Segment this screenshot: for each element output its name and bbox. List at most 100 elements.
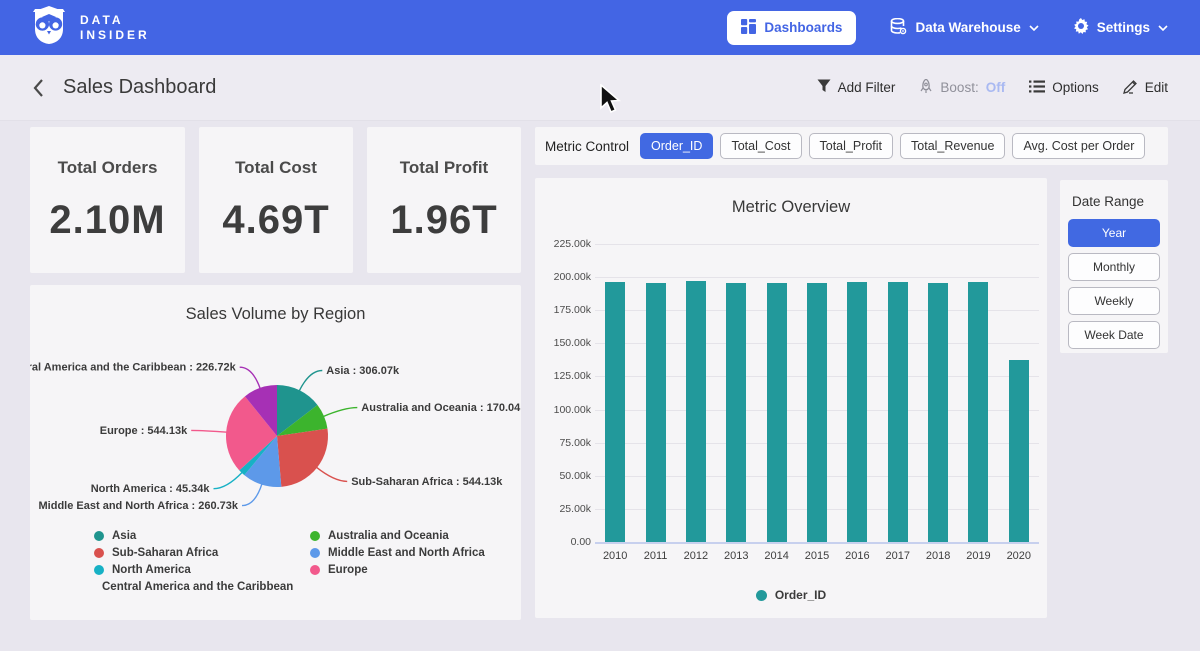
y-axis-tick-label: 200.00k [553, 271, 591, 284]
date-range-week-date-button[interactable]: Week Date [1068, 321, 1160, 349]
page-header: Sales Dashboard Add Filter Boost: Off [0, 55, 1200, 121]
pencil-icon [1122, 79, 1138, 97]
legend-dot [310, 565, 320, 575]
metric-control-bar: Metric Control Order_ID Total_Cost Total… [535, 127, 1168, 165]
owl-logo-icon [30, 5, 68, 50]
edit-button[interactable]: Edit [1122, 79, 1168, 97]
x-axis-tick-label: 2011 [643, 550, 668, 562]
legend-item-europe[interactable]: Europe [310, 564, 485, 576]
pie-slice-australia-and-oceania[interactable] [277, 404, 328, 436]
x-axis-tick-label: 2020 [1006, 550, 1032, 562]
pie-slice-north-america[interactable] [239, 436, 277, 476]
pie-slice-central-america-and-the-caribbean[interactable] [244, 385, 277, 436]
bar-2013[interactable] [726, 282, 747, 542]
date-range-monthly-button[interactable]: Monthly [1068, 253, 1160, 281]
settings-label: Settings [1096, 20, 1150, 35]
metric-option-total-cost[interactable]: Total_Cost [720, 133, 802, 159]
bar-chart-legend[interactable]: Order_ID [535, 588, 1047, 602]
add-filter-button[interactable]: Add Filter [817, 79, 895, 96]
kpi-card-total-profit: Total Profit 1.96T [367, 127, 521, 273]
gear-icon [1073, 18, 1089, 37]
pie-slice-label: Asia : 306.07k [326, 365, 400, 377]
metric-option-total-profit[interactable]: Total_Profit [808, 133, 894, 159]
bar-2011[interactable] [645, 282, 666, 542]
metric-overview-chart-card: Metric Overview Order_ID 0.00 25.00k 50.00… [535, 178, 1047, 618]
pie-label-connector [322, 406, 358, 418]
kpi-label: Total Cost [235, 157, 317, 177]
data-warehouse-menu[interactable]: Data Warehouse [890, 17, 1039, 38]
chevron-down-icon [1158, 24, 1168, 31]
boost-state: Off [985, 80, 1006, 95]
pie-slice-label: Europe : 544.13k [100, 425, 188, 437]
x-axis-line [595, 542, 1039, 544]
sales-volume-by-region-card: Sales Volume by Region Asia : 306.07k Aus… [30, 285, 521, 620]
x-axis-tick-label: 2018 [925, 550, 951, 562]
brand: DATA INSIDER [30, 5, 150, 50]
kpi-label: Total Orders [57, 157, 158, 177]
bar-2010[interactable] [605, 282, 626, 542]
settings-menu[interactable]: Settings [1073, 18, 1168, 37]
legend-label: Europe [328, 564, 368, 576]
bar-2017[interactable] [887, 282, 908, 542]
legend-dot [94, 531, 104, 541]
metric-option-avg-cost-per-order[interactable]: Avg. Cost per Order [1012, 133, 1146, 159]
bar-2015[interactable] [807, 282, 827, 542]
y-axis-tick-label: 100.00k [553, 403, 591, 416]
bar-2012[interactable] [685, 281, 706, 542]
bar-2020[interactable] [1008, 360, 1029, 542]
pie-label-connector [298, 369, 323, 392]
legend-label: Central America and the Caribbean [102, 581, 294, 593]
kpi-card-total-orders: Total Orders 2.10M [30, 127, 185, 273]
legend-item-asia[interactable]: Asia [94, 530, 284, 542]
date-range-year-button[interactable]: Year [1068, 219, 1160, 247]
pie-slice-label: Central America and the Caribbean : 226.… [30, 362, 237, 374]
legend-label: Australia and Oceania [328, 530, 449, 542]
bar-2019[interactable] [968, 282, 989, 542]
legend-label: Middle East and North Africa [328, 547, 485, 559]
legend-label: Sub-Saharan Africa [112, 547, 219, 559]
y-axis-tick-label: 50.00k [559, 469, 591, 482]
legend-dot [755, 589, 767, 601]
chevron-down-icon [1029, 24, 1039, 31]
bar-2014[interactable] [766, 282, 787, 542]
pie-slice-asia[interactable] [277, 385, 318, 436]
metric-option-order-id[interactable]: Order_ID [640, 133, 714, 159]
bar-2016[interactable] [847, 281, 868, 542]
legend-item-central-america-and-the-caribbean[interactable]: Central America and the Caribbean [94, 581, 293, 593]
options-button[interactable]: Options [1029, 80, 1099, 96]
y-axis-tick-label: 150.00k [553, 337, 591, 350]
legend-item-sub-saharan-africa[interactable]: Sub-Saharan Africa [94, 547, 284, 559]
brand-name: DATA INSIDER [80, 12, 150, 42]
kpi-value: 4.69T [222, 197, 330, 242]
pie-slice-label: Middle East and North Africa : 260.73k [39, 500, 239, 512]
date-range-weekly-button[interactable]: Weekly [1068, 287, 1160, 315]
gridline [595, 277, 1039, 279]
legend-item-australia-and-oceania[interactable]: Australia and Oceania [310, 530, 485, 542]
pie-label-connector [239, 366, 261, 390]
pie-slice-label: Australia and Oceania : 170.04k [361, 402, 521, 414]
pie-legend-column: Australia and Oceania Middle East and Nor… [310, 530, 485, 593]
x-axis-tick-label: 2015 [804, 550, 830, 562]
kpi-label: Total Profit [399, 157, 489, 177]
dashboards-label: Dashboards [764, 20, 843, 35]
rocket-icon [919, 77, 933, 97]
pie-slice-europe[interactable] [225, 396, 277, 471]
pie-label-connector [213, 471, 243, 490]
boost-toggle[interactable]: Boost: Off [919, 77, 1006, 97]
legend-item-middle-east-and-north-africa[interactable]: Middle East and North Africa [310, 547, 485, 559]
legend-item-north-america[interactable]: North America [94, 564, 284, 576]
pie-label-connector [315, 466, 348, 483]
back-button[interactable] [32, 78, 45, 98]
pie-chart-title: Sales Volume by Region [185, 305, 366, 323]
database-icon [890, 17, 907, 38]
pie-slice-sub-saharan-africa[interactable] [277, 428, 329, 487]
dashboard-grid-icon [741, 18, 757, 37]
metric-option-total-revenue[interactable]: Total_Revenue [900, 133, 1006, 159]
pie-chart: Asia : 306.07k Australia and Oceania : 17… [30, 362, 521, 512]
pie-chart-legend: Asia Sub-Saharan Africa North America Centr… [94, 530, 511, 593]
gridline [595, 244, 1039, 245]
dashboards-button[interactable]: Dashboards [727, 10, 857, 45]
top-navbar: DATA INSIDER Dashboards [0, 0, 1200, 55]
pie-slice-middle-east-and-north-africa[interactable] [244, 436, 282, 488]
bar-2018[interactable] [928, 282, 949, 542]
